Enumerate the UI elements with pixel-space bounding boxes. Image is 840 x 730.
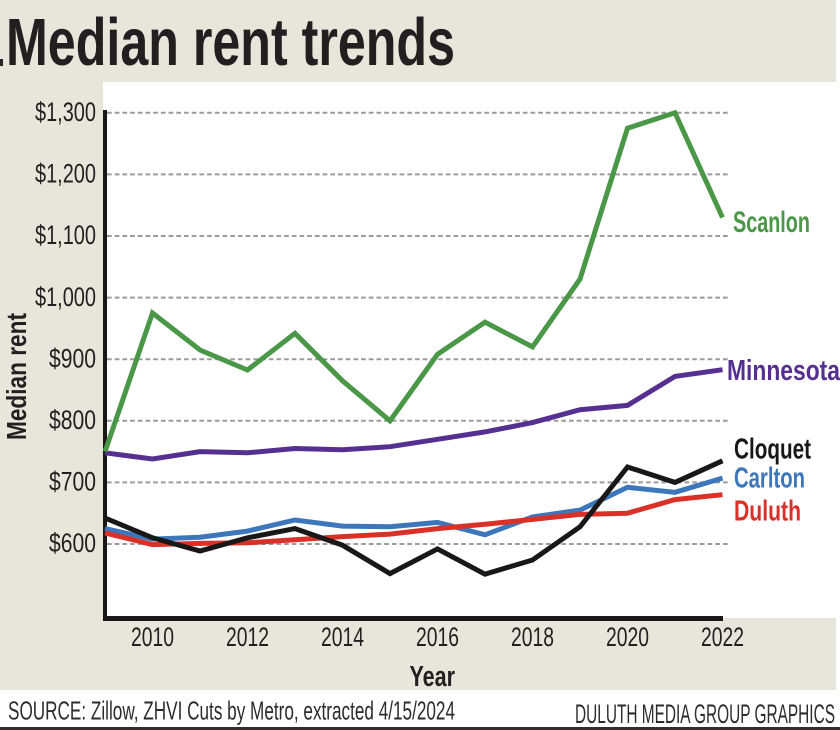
svg-text:2022: 2022 <box>701 622 744 652</box>
svg-text:Scanlon: Scanlon <box>733 206 810 239</box>
svg-text:$1,200: $1,200 <box>35 159 96 189</box>
svg-text:2020: 2020 <box>606 622 649 652</box>
svg-text:Minnesota: Minnesota <box>727 355 840 387</box>
svg-text:$900: $900 <box>49 343 96 373</box>
svg-text:Cloquet: Cloquet <box>734 434 811 466</box>
svg-text:2014: 2014 <box>321 622 364 652</box>
svg-text:2016: 2016 <box>416 622 459 652</box>
svg-text:$600: $600 <box>49 528 96 558</box>
svg-text:2012: 2012 <box>226 622 269 652</box>
svg-text:$800: $800 <box>49 405 96 435</box>
svg-text:$1,300: $1,300 <box>35 97 96 127</box>
svg-text:Median rent: Median rent <box>1 313 32 440</box>
svg-text:Carlton: Carlton <box>734 463 805 495</box>
svg-text:DULUTH MEDIA GROUP GRAPHICS: DULUTH MEDIA GROUP GRAPHICS <box>575 699 835 729</box>
svg-text:Year: Year <box>410 661 456 693</box>
svg-text:$1,000: $1,000 <box>35 282 96 312</box>
svg-text:2010: 2010 <box>131 622 174 652</box>
svg-text:$1,100: $1,100 <box>35 220 96 250</box>
svg-text:SOURCE: Zillow, ZHVI Cuts by M: SOURCE: Zillow, ZHVI Cuts by Metro, extr… <box>8 696 455 726</box>
svg-text:Duluth: Duluth <box>734 496 801 528</box>
svg-text:$700: $700 <box>49 467 96 497</box>
svg-text:2018: 2018 <box>511 622 554 652</box>
svg-text:Median rent trends: Median rent trends <box>6 5 455 80</box>
